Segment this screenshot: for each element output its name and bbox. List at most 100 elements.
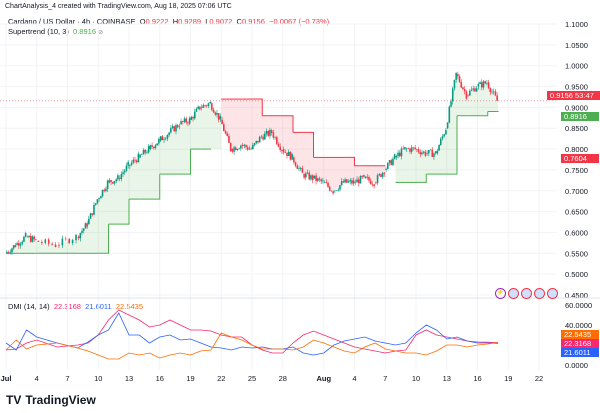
candle-body bbox=[35, 239, 37, 240]
candle-body bbox=[226, 133, 229, 136]
candle-body bbox=[274, 137, 276, 138]
candle-body bbox=[363, 175, 365, 177]
candle-body bbox=[393, 154, 396, 159]
candle-body bbox=[21, 241, 24, 244]
candle-body bbox=[151, 145, 153, 147]
us-flag-icon[interactable] bbox=[521, 288, 532, 299]
price-tick-label: 0.5500 bbox=[565, 249, 588, 258]
supertrend-fill bbox=[446, 74, 457, 175]
candle-body bbox=[410, 147, 413, 152]
candle-body bbox=[361, 176, 363, 177]
candle-body bbox=[111, 182, 114, 184]
candle-body bbox=[412, 147, 415, 149]
lightning-icon[interactable]: ⚡ bbox=[495, 288, 506, 299]
candle-body bbox=[228, 135, 230, 143]
candle-body bbox=[223, 124, 225, 132]
candle-body bbox=[260, 136, 263, 138]
candle-body bbox=[246, 147, 249, 150]
candle-body bbox=[149, 145, 152, 150]
candle-body bbox=[123, 170, 126, 173]
candle-body bbox=[183, 118, 186, 123]
candle-body bbox=[421, 152, 423, 155]
us-flag-icon[interactable] bbox=[547, 288, 558, 299]
candle-body bbox=[409, 148, 411, 152]
candle-body bbox=[316, 178, 319, 182]
x-tick-label: Aug bbox=[316, 374, 331, 383]
candle-body bbox=[240, 145, 242, 149]
x-tick-label: 7 bbox=[65, 374, 69, 383]
candle-body bbox=[23, 236, 25, 242]
candle-body bbox=[130, 162, 133, 165]
candle-body bbox=[346, 179, 348, 183]
candle-body bbox=[135, 160, 138, 163]
candle-body bbox=[207, 103, 210, 107]
candle-body bbox=[16, 243, 18, 245]
candle-body bbox=[402, 148, 404, 150]
symbol-legend: Cardano / US Dollar · 4h · COINBASE O0.9… bbox=[8, 17, 329, 26]
candle-body bbox=[103, 189, 106, 191]
candle-body bbox=[287, 151, 290, 156]
supertrend-line bbox=[446, 115, 458, 175]
red-level-tag: 0.7604 bbox=[561, 154, 599, 163]
candle-body bbox=[264, 133, 266, 140]
candle-body bbox=[458, 76, 461, 83]
candle-body bbox=[28, 235, 30, 237]
candle-body bbox=[202, 105, 205, 108]
candle-body bbox=[364, 176, 367, 179]
candle-body bbox=[335, 190, 338, 192]
candle-body bbox=[79, 232, 82, 239]
candle-body bbox=[419, 152, 422, 155]
candle-body bbox=[479, 82, 481, 85]
candle-body bbox=[414, 147, 416, 150]
dmi-series-pink bbox=[5, 309, 499, 354]
candle-body bbox=[154, 145, 157, 149]
candle-body bbox=[212, 109, 215, 113]
candle-body bbox=[64, 238, 67, 240]
candle-body bbox=[486, 82, 488, 84]
supertrend-fill bbox=[77, 224, 88, 254]
supertrend-fill bbox=[416, 149, 427, 183]
candle-body bbox=[494, 91, 497, 96]
supertrend-fill bbox=[231, 99, 242, 150]
supertrend-fill bbox=[457, 74, 468, 116]
supertrend-fill bbox=[262, 115, 273, 137]
supertrend-legend[interactable]: Supertrend (10, 3) 0.8916 ⊘ bbox=[8, 27, 103, 36]
price-tick-label: 0.4500 bbox=[565, 291, 588, 300]
x-tick-label: 10 bbox=[412, 374, 420, 383]
candle-body bbox=[118, 178, 121, 180]
candle-body bbox=[134, 159, 136, 161]
candle-body bbox=[407, 148, 410, 150]
hide-eye-icon[interactable]: ⊘ bbox=[98, 30, 104, 36]
candle-body bbox=[354, 182, 357, 184]
candle-body bbox=[385, 168, 387, 170]
candle-body bbox=[424, 151, 427, 156]
candle-body bbox=[305, 173, 307, 178]
price-tick-label: 1.0000 bbox=[565, 62, 588, 71]
candle-body bbox=[325, 182, 328, 184]
candle-body bbox=[12, 245, 15, 249]
candle-body bbox=[193, 111, 196, 119]
countdown: 53:47 bbox=[575, 91, 594, 100]
x-tick-label: 4 bbox=[352, 374, 356, 383]
candle-body bbox=[252, 144, 254, 150]
price-tick-label: 0.7500 bbox=[565, 166, 588, 175]
supertrend-fill bbox=[26, 236, 37, 254]
candle-body bbox=[127, 162, 129, 166]
candle-body bbox=[334, 190, 336, 192]
candle-body bbox=[11, 248, 13, 253]
candle-body bbox=[41, 241, 43, 243]
us-flag-icon[interactable] bbox=[534, 288, 545, 299]
candle-body bbox=[289, 151, 292, 160]
candle-body bbox=[320, 179, 322, 182]
candle-body bbox=[248, 148, 251, 150]
symbol-title[interactable]: Cardano / US Dollar · 4h · COINBASE bbox=[8, 17, 136, 26]
price-tick-label: 1.0500 bbox=[565, 41, 588, 50]
candle-body bbox=[330, 190, 333, 192]
candle-body bbox=[446, 122, 449, 129]
us-flag-icon[interactable] bbox=[508, 288, 519, 299]
candle-body bbox=[457, 74, 459, 77]
candle-body bbox=[322, 180, 324, 182]
x-tick-label: 7 bbox=[383, 374, 387, 383]
open-value: 0.9222 bbox=[145, 17, 169, 26]
